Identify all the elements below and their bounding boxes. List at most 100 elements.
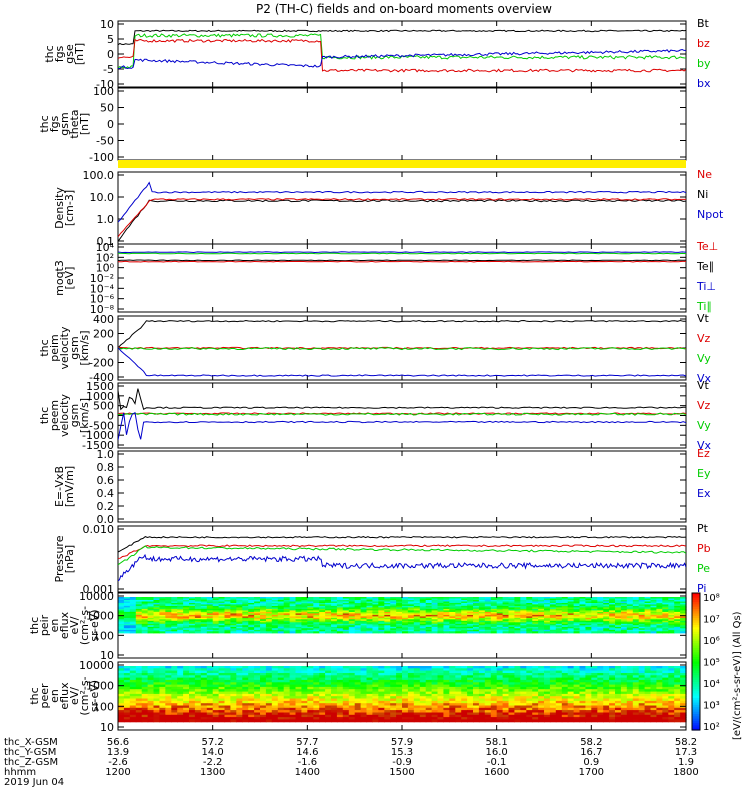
spectrogram-cell: [467, 610, 474, 613]
spectrogram-cell: [248, 619, 255, 622]
spectrogram-cell: [342, 614, 350, 617]
spectrogram-cell: [141, 601, 149, 604]
spectrogram-cell: [455, 673, 462, 676]
spectrogram-cell: [271, 605, 279, 608]
spectrogram-cell: [508, 673, 515, 676]
spectrogram-cell: [425, 601, 433, 604]
spectrogram-cell: [579, 666, 586, 669]
spectrogram-cell: [165, 622, 172, 625]
spectrogram-cell: [473, 611, 480, 614]
spectrogram-cell: [490, 696, 498, 700]
spectrogram-cell: [467, 696, 474, 700]
spectrogram-cell: [538, 629, 545, 632]
spectrogram-cell: [212, 610, 220, 613]
spectrogram-cell: [366, 714, 373, 718]
spectrogram-cell: [372, 631, 379, 634]
spectrogram-cell: [603, 605, 610, 608]
spectrogram-cell: [289, 604, 297, 607]
spectrogram-cell: [289, 682, 297, 686]
spectrogram-cell: [455, 707, 462, 711]
spectrogram-cell: [194, 620, 202, 623]
spectrogram-cell: [638, 605, 646, 608]
spectrogram-cell: [177, 717, 184, 720]
spectrogram-cell: [484, 679, 492, 683]
spectrogram-cell: [200, 670, 208, 674]
spectrogram-cell: [313, 625, 320, 628]
spectrogram-cell: [289, 666, 297, 669]
spectrogram-cell: [508, 614, 515, 617]
spectrogram-cell: [212, 717, 220, 720]
spectrogram-cell: [402, 686, 409, 690]
spectrogram-cell: [194, 608, 202, 611]
spectrogram-cell: [555, 604, 563, 607]
spectrogram-cell: [313, 614, 320, 617]
spectrogram-cell: [331, 719, 338, 723]
legend-label: Vx: [697, 372, 712, 385]
spectrogram-cell: [277, 673, 285, 676]
spectrogram-cell: [384, 614, 391, 617]
spectrogram-cell: [165, 703, 172, 707]
spectrogram-cell: [200, 666, 208, 669]
spectrogram-cell: [467, 608, 474, 611]
spectrogram-cell: [336, 604, 344, 607]
spectrogram-cell: [206, 625, 214, 628]
spectrogram-cell: [597, 626, 604, 629]
spectrogram-cell: [129, 719, 137, 723]
spectrogram-cell: [561, 712, 569, 716]
spectrogram-cell: [579, 625, 586, 628]
spectrogram-cell: [283, 705, 291, 709]
spectrogram-cell: [153, 625, 160, 628]
spectrogram-cell: [538, 673, 545, 676]
spectrogram-cell: [650, 597, 657, 600]
spectrogram-cell: [254, 622, 261, 625]
spectrogram-cell: [443, 616, 450, 619]
spectrogram-cell: [443, 703, 450, 707]
spectrogram-cell: [396, 705, 403, 709]
spectrogram-cell: [171, 605, 178, 608]
spectrogram-cell: [242, 605, 249, 608]
spectrogram-cell: [212, 611, 220, 614]
spectrogram-cell: [254, 629, 261, 632]
spectrogram-cell: [532, 622, 539, 625]
spectrogram-cell: [206, 601, 214, 604]
spectrogram-cell: [496, 670, 504, 674]
series-line-pt: [118, 536, 686, 553]
spectrogram-cell: [455, 620, 462, 623]
spectrogram-cell: [419, 611, 427, 614]
spectrogram-cell: [668, 611, 675, 614]
spectrogram-cell: [632, 625, 640, 628]
spectrogram-cell: [615, 670, 622, 674]
spectrogram-cell: [632, 668, 640, 672]
spectrogram-cell: [526, 707, 533, 711]
spectrogram-cell: [289, 673, 297, 676]
spectrogram-cell: [626, 625, 634, 628]
spectrogram-cell: [319, 719, 326, 723]
spectrogram-cell: [118, 608, 125, 611]
y-axis-label: thc: [28, 617, 41, 634]
spectrogram-cell: [680, 698, 687, 702]
spectrogram-cell: [301, 719, 308, 723]
spectrogram-cell: [153, 719, 160, 723]
spectrogram-cell: [325, 677, 332, 681]
legend-label: Vz: [697, 332, 711, 345]
spectrogram-cell: [532, 698, 539, 702]
spectrogram-cell: [189, 607, 196, 610]
spectrogram-cell: [141, 719, 149, 723]
spectrogram-cell: [396, 626, 403, 629]
spectrogram-cell: [135, 607, 143, 610]
spectrogram-cell: [632, 696, 640, 700]
spectrogram-cell: [449, 696, 456, 700]
spectrogram-cell: [461, 712, 468, 716]
series-line-ni: [118, 199, 686, 242]
spectrogram-cell: [644, 668, 652, 672]
spectrogram-cell: [555, 613, 563, 616]
spectrogram-cell: [431, 679, 439, 683]
spectrogram-cell: [277, 598, 285, 601]
spectrogram-cell: [585, 705, 592, 709]
spectrogram-cell: [289, 611, 297, 614]
spectrogram-cell: [289, 677, 297, 681]
spectrogram-cell: [490, 703, 498, 707]
spectrogram-cell: [372, 675, 379, 679]
spectrogram-cell: [200, 682, 208, 686]
